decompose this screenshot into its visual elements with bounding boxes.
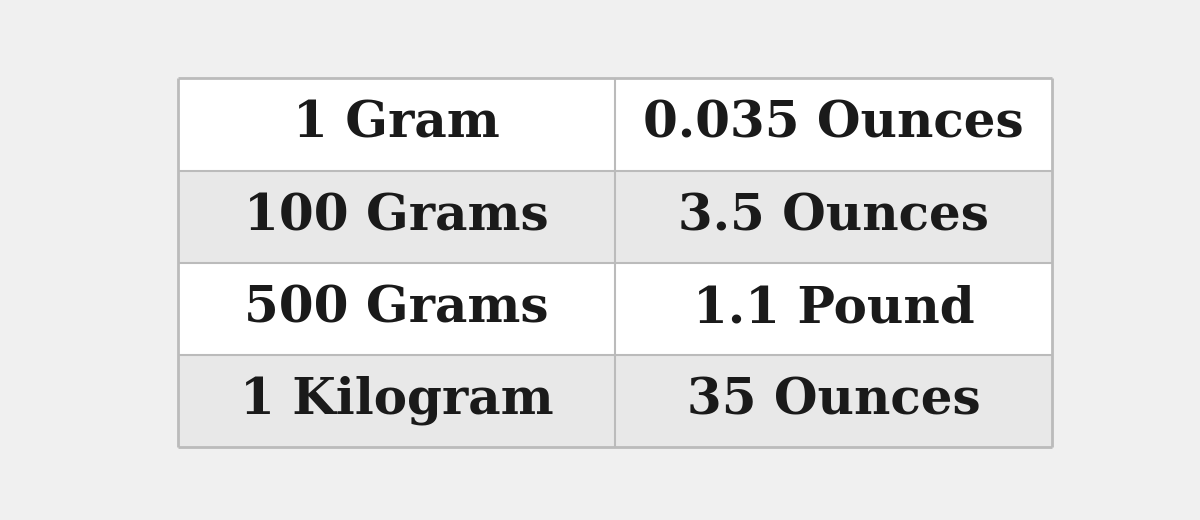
Text: 35 Ounces: 35 Ounces <box>686 376 980 425</box>
Text: 500 Grams: 500 Grams <box>245 284 548 333</box>
Bar <box>616 263 1052 355</box>
Text: 100 Grams: 100 Grams <box>244 192 548 241</box>
Bar <box>178 79 616 171</box>
Bar <box>616 355 1052 447</box>
Text: 1 Kilogram: 1 Kilogram <box>240 376 553 425</box>
Bar <box>178 355 616 447</box>
Text: 0.035 Ounces: 0.035 Ounces <box>643 100 1024 149</box>
Bar <box>616 171 1052 263</box>
Text: 1 Gram: 1 Gram <box>293 100 500 149</box>
Text: 1.1 Pound: 1.1 Pound <box>692 284 974 333</box>
Text: 3.5 Ounces: 3.5 Ounces <box>678 192 989 241</box>
Bar <box>178 263 616 355</box>
Bar <box>616 79 1052 171</box>
Bar <box>178 171 616 263</box>
